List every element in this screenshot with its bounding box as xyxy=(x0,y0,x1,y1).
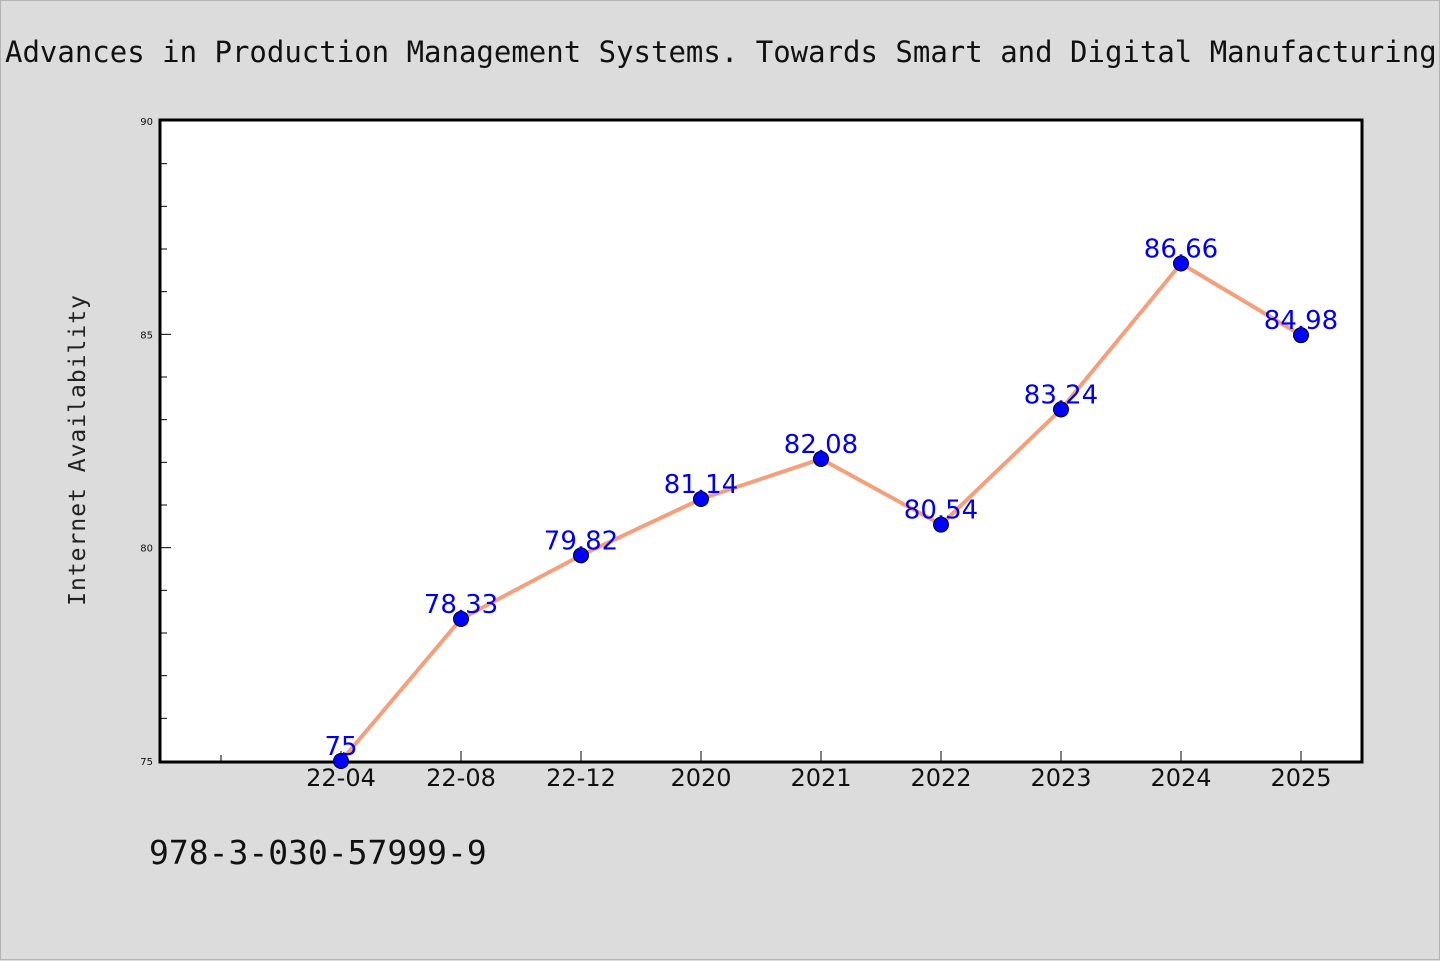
x-axis-ticks: 22-04 22-08 22-12 2020 2021 2022 2023 2024 2025 xyxy=(220,751,1332,792)
data-label: 83.24 xyxy=(1024,380,1098,410)
data-point xyxy=(1293,327,1309,344)
x-tick-label: 22-12 xyxy=(546,764,616,792)
y-tick-label: 75 xyxy=(140,757,153,768)
data-label: 86.66 xyxy=(1144,235,1218,265)
data-label: 81.14 xyxy=(664,470,738,500)
y-axis-label: Internet Availability xyxy=(65,294,91,606)
data-point xyxy=(693,491,709,508)
y-tick-label: 85 xyxy=(140,330,153,341)
data-label: 79.82 xyxy=(544,526,618,556)
x-tick-label: 2024 xyxy=(1150,764,1211,792)
data-label: 82.08 xyxy=(784,430,858,460)
x-tick-label: 2021 xyxy=(790,764,851,792)
x-tick-label: 2022 xyxy=(910,764,971,792)
data-labels: 75 78.33 79.82 81.14 82.08 80.54 83.24 86.66 84.… xyxy=(324,235,1338,762)
data-point xyxy=(1173,255,1189,272)
data-point xyxy=(573,547,589,564)
y-axis-ticks: 75 80 85 90 xyxy=(140,117,171,768)
y-tick-label: 80 xyxy=(140,544,153,555)
data-point xyxy=(333,753,349,769)
data-point xyxy=(933,516,949,533)
isbn-caption: 978-3-030-57999-9 xyxy=(149,833,487,872)
x-tick-label: 2025 xyxy=(1270,764,1331,792)
data-point xyxy=(813,450,829,467)
x-tick-label: 22-08 xyxy=(426,764,496,792)
data-label: 78.33 xyxy=(424,590,498,620)
x-tick-label: 2023 xyxy=(1030,764,1091,792)
chart-title: Advances in Production Management System… xyxy=(5,35,1437,69)
series-markers xyxy=(333,255,1309,769)
data-label: 84.98 xyxy=(1264,306,1338,336)
data-point xyxy=(453,610,469,627)
data-point xyxy=(1053,401,1069,418)
x-tick-label: 2020 xyxy=(670,764,731,792)
data-label: 80.54 xyxy=(904,496,978,526)
data-label: 75 xyxy=(324,732,357,762)
plot-area xyxy=(158,118,1364,764)
y-tick-label: 90 xyxy=(140,117,153,128)
